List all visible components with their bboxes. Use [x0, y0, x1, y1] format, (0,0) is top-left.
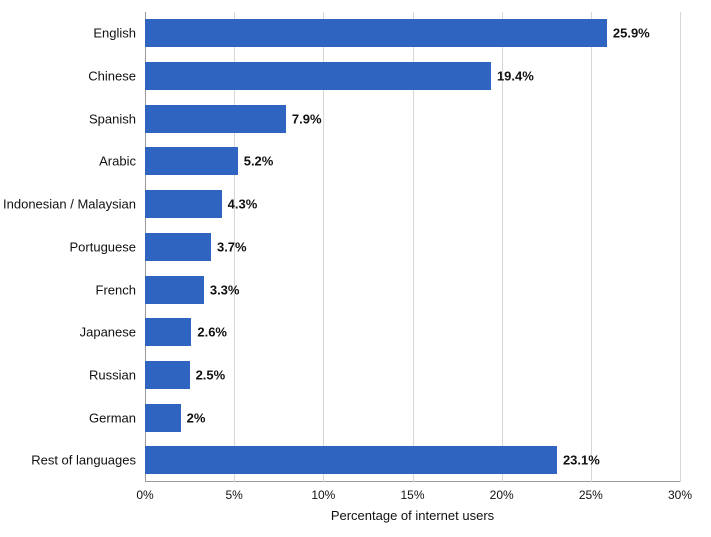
bar-row: 2.5% — [145, 361, 680, 389]
bar-row: 25.9% — [145, 19, 680, 47]
y-category-label: German — [1, 410, 136, 425]
y-category-label: Spanish — [1, 111, 136, 126]
bar-value-label: 23.1% — [557, 453, 600, 468]
bar-value-label: 25.9% — [607, 26, 650, 41]
bar-row: 3.3% — [145, 276, 680, 304]
bar: 23.1% — [145, 446, 557, 474]
bar: 5.2% — [145, 147, 238, 175]
bar-value-label: 3.3% — [204, 282, 240, 297]
y-category-label: French — [1, 282, 136, 297]
bar-value-label: 4.3% — [222, 197, 258, 212]
bar-row: 5.2% — [145, 147, 680, 175]
plot-area: 25.9% 19.4% 7.9% 5.2% 4.3% 3.7% 3.3% 2.6% 2.5% 2%… — [145, 12, 680, 482]
y-category-label: Japanese — [1, 325, 136, 340]
y-category-label: Indonesian / Malaysian — [1, 197, 136, 212]
bar: 7.9% — [145, 105, 286, 133]
x-tick-label: 15% — [400, 488, 424, 502]
bar-value-label: 2.6% — [191, 325, 227, 340]
x-tick-label: 10% — [311, 488, 335, 502]
bar: 25.9% — [145, 19, 607, 47]
x-tick-label: 25% — [579, 488, 603, 502]
bar-value-label: 7.9% — [286, 111, 322, 126]
x-tick-label: 30% — [668, 488, 692, 502]
gridline — [680, 12, 681, 482]
bar-row: 7.9% — [145, 105, 680, 133]
y-category-label: Russian — [1, 367, 136, 382]
bar-value-label: 19.4% — [491, 69, 534, 84]
bar: 2.5% — [145, 361, 190, 389]
bar-row: 3.7% — [145, 233, 680, 261]
y-category-label: Arabic — [1, 154, 136, 169]
x-tick-label: 0% — [136, 488, 153, 502]
bar: 3.3% — [145, 276, 204, 304]
bar: 3.7% — [145, 233, 211, 261]
bar-row: 23.1% — [145, 446, 680, 474]
bar: 4.3% — [145, 190, 222, 218]
y-category-label: Portuguese — [1, 239, 136, 254]
bar-row: 4.3% — [145, 190, 680, 218]
y-category-label: Chinese — [1, 69, 136, 84]
bar-value-label: 5.2% — [238, 154, 274, 169]
bar: 2.6% — [145, 318, 191, 346]
bar-row: 19.4% — [145, 62, 680, 90]
x-tick-label: 5% — [225, 488, 242, 502]
chart-container: 25.9% 19.4% 7.9% 5.2% 4.3% 3.7% 3.3% 2.6% 2.5% 2%… — [0, 0, 711, 537]
bar-value-label: 2.5% — [190, 367, 226, 382]
x-tick-label: 20% — [490, 488, 514, 502]
bar: 19.4% — [145, 62, 491, 90]
y-category-label: Rest of languages — [1, 453, 136, 468]
bar-row: 2.6% — [145, 318, 680, 346]
y-category-label: English — [1, 26, 136, 41]
bar-value-label: 3.7% — [211, 239, 247, 254]
bar-value-label: 2% — [181, 410, 206, 425]
bar: 2% — [145, 404, 181, 432]
x-axis-title: Percentage of internet users — [145, 508, 680, 523]
bar-row: 2% — [145, 404, 680, 432]
